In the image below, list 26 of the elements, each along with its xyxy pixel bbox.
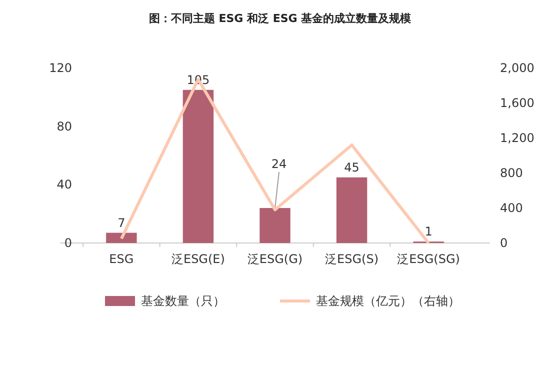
data-label: 1 — [424, 224, 432, 239]
x-tick-label: 泛ESG(G) — [247, 252, 303, 266]
chart-title: 图：不同主题 ESG 和泛 ESG 基金的成立数量及规模 — [148, 12, 412, 25]
y-tick-label: 120 — [49, 61, 72, 75]
bar — [336, 177, 368, 243]
legend-label: 基金数量（只） — [141, 294, 225, 308]
legend-label: 基金规模（亿元）（右轴） — [316, 294, 460, 308]
y2-tick-label: 0 — [500, 236, 508, 250]
data-label: 45 — [344, 160, 360, 174]
y-tick-label: 40 — [56, 178, 72, 192]
y2-tick-label: 1,200 — [500, 131, 534, 145]
x-tick-label: ESG — [109, 252, 134, 266]
data-label: 24 — [271, 157, 287, 171]
x-tick-label: 泛ESG(S) — [325, 252, 379, 266]
x-tick-label: 泛ESG(E) — [171, 252, 225, 266]
y-tick-label: 0 — [64, 236, 72, 250]
y-tick-label: 80 — [56, 119, 72, 134]
bar — [182, 90, 214, 243]
y2-tick-label: 400 — [500, 201, 523, 215]
y2-tick-label: 1,600 — [500, 96, 534, 110]
bar — [106, 232, 137, 243]
y2-tick-label: 800 — [500, 166, 523, 180]
x-tick-label: 泛ESG(SG) — [397, 252, 460, 266]
y2-tick-label: 2,000 — [500, 61, 534, 75]
data-label: 7 — [118, 216, 126, 230]
bar — [260, 208, 290, 243]
